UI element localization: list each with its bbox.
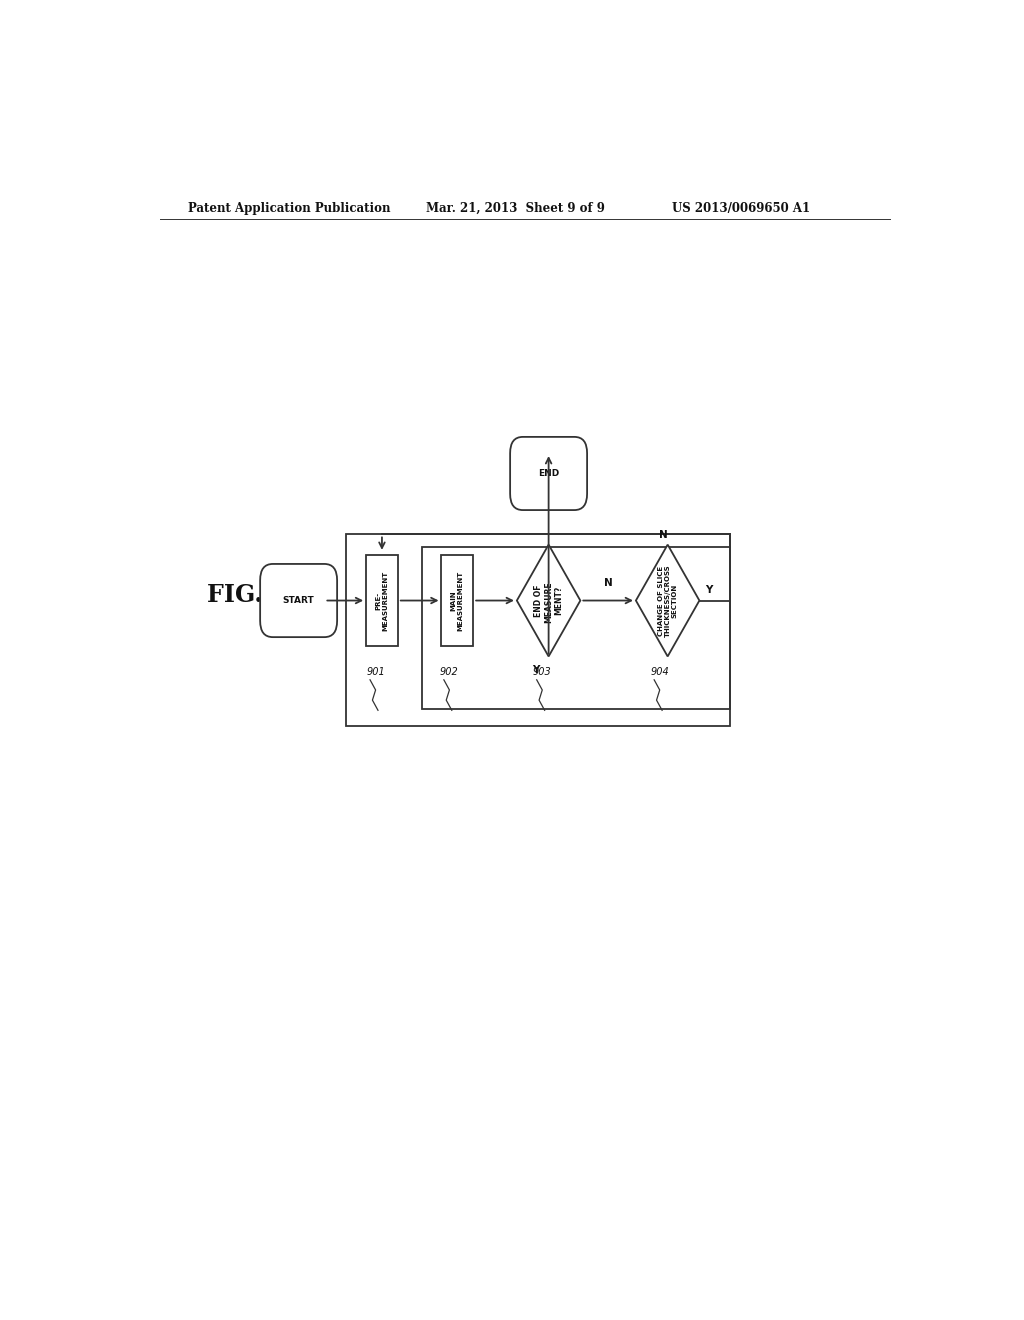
Text: START: START	[283, 597, 314, 605]
Text: 904: 904	[650, 667, 669, 677]
Bar	[346, 535, 729, 726]
Text: MAIN
MEASUREMENT: MAIN MEASUREMENT	[451, 570, 464, 631]
Text: 901: 901	[367, 667, 385, 677]
Text: Patent Application Publication: Patent Application Publication	[187, 202, 390, 215]
Text: Y: Y	[532, 664, 540, 675]
Polygon shape	[636, 545, 699, 656]
Text: END OF
MEASURE-
MENT?: END OF MEASURE- MENT?	[534, 578, 563, 623]
Text: 902: 902	[440, 667, 459, 677]
Bar	[422, 546, 729, 709]
Text: N: N	[604, 578, 612, 589]
Text: CHANGE OF SLICE
THICKNESS/CROSS
SECTION: CHANGE OF SLICE THICKNESS/CROSS SECTION	[657, 564, 678, 636]
Text: FIG. 9: FIG. 9	[207, 583, 288, 607]
Text: US 2013/0069650 A1: US 2013/0069650 A1	[672, 202, 810, 215]
Text: 903: 903	[532, 667, 552, 677]
Text: Mar. 21, 2013  Sheet 9 of 9: Mar. 21, 2013 Sheet 9 of 9	[426, 202, 604, 215]
Polygon shape	[517, 545, 581, 656]
Text: Y: Y	[705, 585, 713, 595]
Text: PRE-
MEASUREMENT: PRE- MEASUREMENT	[376, 570, 388, 631]
Text: END: END	[538, 469, 559, 478]
Bar	[441, 554, 473, 647]
FancyBboxPatch shape	[510, 437, 587, 510]
FancyBboxPatch shape	[260, 564, 337, 638]
Text: N: N	[658, 529, 668, 540]
Bar	[367, 554, 397, 647]
